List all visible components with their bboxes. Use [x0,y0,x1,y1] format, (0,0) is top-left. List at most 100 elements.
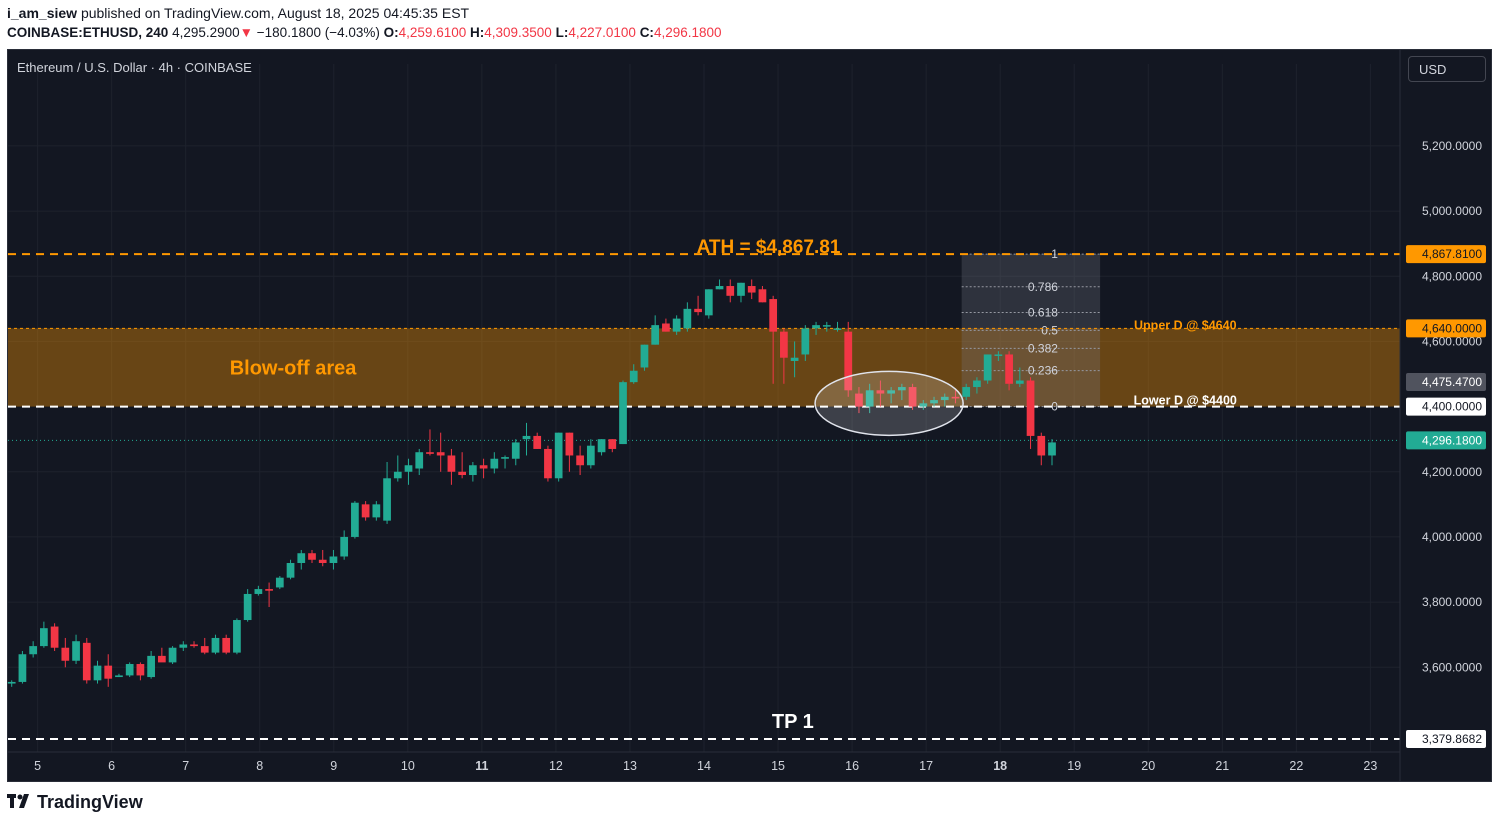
candle-body [704,289,713,316]
ath-price-tag-bg [1406,245,1486,264]
current-price-tag-bg [1406,431,1486,450]
current-price-tag: 4,296.1800 [1422,433,1482,447]
candle-body [1037,435,1046,456]
candle-body [233,620,241,653]
tradingview-logo-icon [7,792,33,813]
candle-body [50,626,59,648]
fib-level-label: 0.786 [1028,280,1058,294]
price-tick-label: 3,600.0000 [1422,660,1482,674]
candle-body [790,357,799,361]
close-label: C: [639,25,654,40]
candle-body [1026,380,1035,436]
candle-body [983,354,992,381]
last-price: 4,295.2900 [172,25,240,40]
time-tick-label: 14 [697,759,711,773]
candle-body [29,646,38,655]
price-tick-label: 4,600.0000 [1422,334,1482,348]
candle-body [908,387,917,407]
crosshair-price-tag: 4,475.4700 [1422,375,1482,389]
candle-body [179,644,188,648]
candle-body [168,647,177,663]
candle-body [361,504,370,518]
candle-body [61,647,70,661]
candle-body [651,325,660,345]
candle-body [533,435,542,449]
candle-body [254,589,263,594]
currency-button[interactable]: USD [1408,56,1486,82]
candle-body [629,370,638,383]
candle-body [865,390,874,407]
candle-body [393,471,402,479]
candle-body [426,452,434,454]
author-name[interactable]: i_am_siew [7,5,78,21]
low-label: L: [555,25,569,40]
candle-body [897,387,906,391]
candle-body [200,646,209,653]
candle-body [554,432,563,479]
time-tick-label: 21 [1215,759,1229,773]
candle-body [458,471,467,476]
candle-body [147,655,155,678]
candle-body [726,286,735,296]
time-tick-label: 15 [771,759,785,773]
candle-body [833,328,842,330]
candle-body [994,354,1003,356]
lower-d-price-tag-bg [1406,397,1486,416]
upper-d-price-tag: 4,640.0000 [1422,321,1482,335]
close-value: 4,296.1800 [653,25,722,40]
tradingview-logo[interactable]: TradingView [7,792,143,813]
time-tick-label: 10 [401,759,415,773]
candle-body [18,654,27,682]
price-tick-label: 3,800.0000 [1422,595,1482,609]
crosshair-price-tag-bg [1406,373,1486,392]
candle-body [822,325,831,327]
candle-body [1015,380,1024,384]
tp1-label: TP 1 [772,711,814,733]
symbol-label: COINBASE:ETHUSD, 240 [7,25,169,40]
candle-body [951,396,960,399]
ath-label: ATH = $4,867.81 [697,237,841,258]
candle-body [662,323,670,332]
fib-level-label: 0.236 [1028,364,1058,378]
candle-body [318,559,327,564]
price-tick-label: 4,000.0000 [1422,530,1482,544]
tradingview-logo-text: TradingView [37,792,143,812]
candle-body [940,396,949,401]
candle-body [93,665,102,681]
candle-body [275,577,284,588]
candle-body [297,553,306,564]
candle-body [737,282,745,296]
consolidation-ellipse [814,370,964,437]
candle-body [801,328,810,355]
low-value: 4,227.0100 [568,25,636,40]
candle-body [286,563,295,578]
candle-body [683,308,692,329]
fib-level-label: 0 [1051,400,1058,414]
candle-body [919,403,928,407]
candle-body [351,502,359,537]
candle-body [876,390,885,394]
time-tick-label: 5 [34,759,41,773]
fib-level-label: 0.618 [1028,305,1058,319]
upper-d-price-tag-bg [1406,319,1486,338]
candle-body [136,664,145,676]
candle-body [265,589,273,591]
candle-body [7,681,16,684]
candle-body [586,445,595,466]
time-tick-label: 8 [256,759,263,773]
candle-body [1048,442,1056,456]
publish-info: i_am_siew published on TradingView.com, … [7,5,469,21]
open-label: O: [383,25,399,40]
candle-body [190,644,198,647]
candle-body [104,665,113,679]
candle-body [115,675,123,678]
candle-body [1005,354,1013,384]
blowoff-label: Blow-off area [230,357,358,379]
candle-body [501,457,509,459]
upper-d-label: Upper D @ $4640 [1134,318,1237,332]
chart-frame[interactable] [7,49,1492,782]
candle-body [597,439,606,453]
candle-body [887,390,895,394]
candle-body [619,382,627,445]
